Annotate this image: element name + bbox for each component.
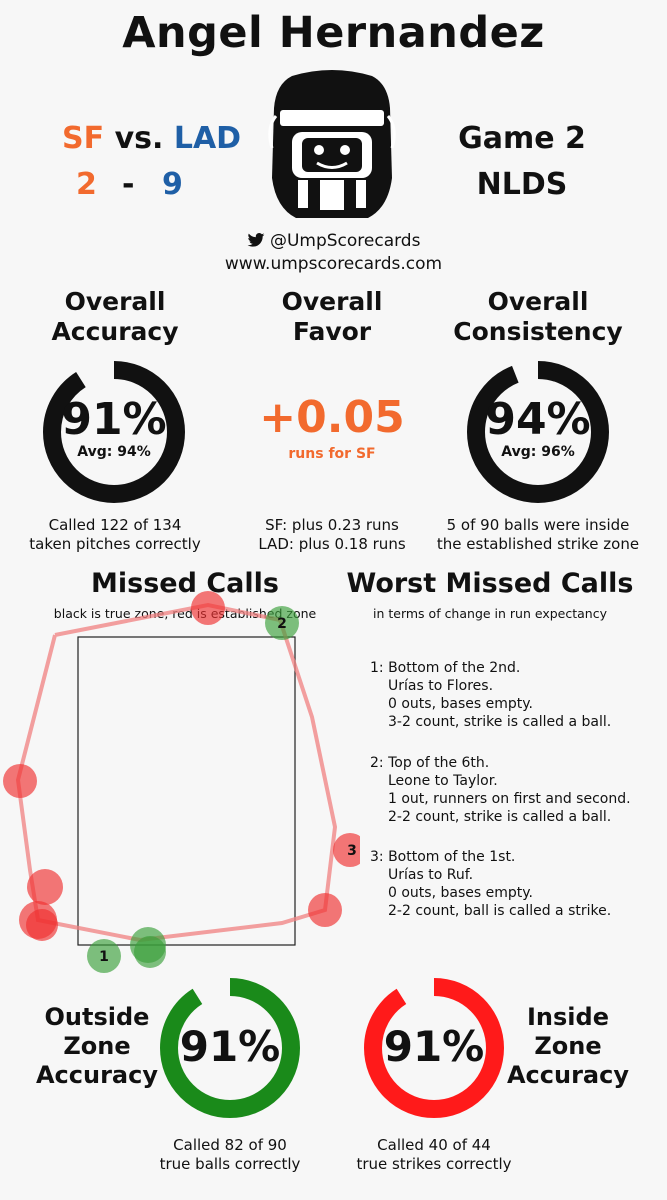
away-team: SF xyxy=(62,121,105,156)
inside-zone-ring xyxy=(364,978,504,1118)
missed-calls-subtitle: black is true zone, red is established z… xyxy=(53,606,317,621)
outside-zone-caption-line1: Called 82 of 90 xyxy=(173,1136,287,1154)
true-strike-zone xyxy=(77,636,296,946)
outside-zone-ring xyxy=(160,978,300,1118)
missed-call-marker xyxy=(191,591,225,625)
consistency-title: Overall Consistency xyxy=(438,287,638,347)
established-strike-zone xyxy=(15,602,338,943)
score-dash: - xyxy=(122,167,135,202)
website-url: www.umpscorecards.com xyxy=(224,254,443,274)
favor-caption: SF: plus 0.23 runs LAD: plus 0.18 runs xyxy=(232,516,432,554)
worst-call-2: 2: Top of the 6th. Leone to Taylor. 1 ou… xyxy=(370,754,631,826)
worst-call-1-count: 3-2 count, strike is called a ball. xyxy=(388,714,612,730)
favor-value: +0.05 xyxy=(259,392,405,443)
consistency-ring xyxy=(467,361,609,503)
favor-title-line2: Favor xyxy=(292,317,372,346)
favor-title-line1: Overall xyxy=(281,287,383,316)
missed-call-marker xyxy=(134,936,166,968)
accuracy-ring xyxy=(43,361,185,503)
missed-call-marker xyxy=(333,833,360,867)
worst-call-1-situation: 0 outs, bases empty. xyxy=(388,696,533,712)
missed-call-marker xyxy=(265,606,299,640)
worst-call-1: 1: Bottom of the 2nd. Urías to Flores. 0… xyxy=(370,659,611,731)
favor-sub: runs for SF xyxy=(288,446,376,462)
marker-label-1: 1 xyxy=(99,949,109,965)
worst-call-2-situation: 1 out, runners on first and second. xyxy=(388,791,631,807)
outside-zone-ring-arc xyxy=(160,978,300,1118)
inside-zone-caption-line1: Called 40 of 44 xyxy=(377,1136,491,1154)
consistency-title-line1: Overall xyxy=(487,287,589,316)
consistency-value: 94% xyxy=(485,394,591,445)
vs-label: vs. xyxy=(114,121,164,156)
favor-caption-line1: SF: plus 0.23 runs xyxy=(265,516,399,534)
accuracy-ring-arc xyxy=(43,361,185,503)
series-name: NLDS xyxy=(476,167,568,202)
missed-call-marker xyxy=(308,893,342,927)
inside-zone-label-line3: Accuracy xyxy=(506,1061,629,1089)
worst-call-3: 3: Bottom of the 1st. Urías to Ruf. 0 ou… xyxy=(370,848,611,920)
twitter-handle: @UmpScorecards xyxy=(269,231,421,251)
accuracy-caption-line2: taken pitches correctly xyxy=(29,535,201,553)
worst-call-2-count: 2-2 count, strike is called a ball. xyxy=(388,809,612,825)
worst-call-3-situation: 0 outs, bases empty. xyxy=(388,885,533,901)
worst-call-1-inning: 1: Bottom of the 2nd. xyxy=(370,660,521,676)
worst-call-3-count: 2-2 count, ball is called a strike. xyxy=(388,903,612,919)
home-team: LAD xyxy=(173,121,242,156)
inside-zone-value: 91% xyxy=(383,1022,485,1071)
worst-calls-subtitle: in terms of change in run expectancy xyxy=(373,606,607,621)
consistency-average: Avg: 96% xyxy=(501,444,575,460)
missed-strike-markers xyxy=(87,606,299,973)
inside-zone-label-line2: Zone xyxy=(534,1032,602,1060)
worst-call-3-inning: 3: Bottom of the 1st. xyxy=(370,849,516,865)
umpire-name: Angel Hernandez xyxy=(122,8,545,58)
worst-call-2-matchup: Leone to Taylor. xyxy=(388,773,498,789)
outside-zone-caption: Called 82 of 90 true balls correctly xyxy=(130,1136,330,1174)
missed-call-marker xyxy=(87,939,121,973)
marker-label-2: 2 xyxy=(277,616,287,632)
favor-caption-line2: LAD: plus 0.18 runs xyxy=(258,535,406,553)
accuracy-title-line1: Overall xyxy=(64,287,166,316)
accuracy-title-line2: Accuracy xyxy=(51,317,179,346)
accuracy-caption: Called 122 of 134 taken pitches correctl… xyxy=(15,516,215,554)
consistency-caption: 5 of 90 balls were inside the establishe… xyxy=(428,516,648,554)
game-number: Game 2 xyxy=(458,121,586,156)
umpire-mask-logo xyxy=(268,70,396,218)
social-handle-row: @UmpScorecards xyxy=(0,231,667,251)
consistency-caption-line1: 5 of 90 balls were inside xyxy=(446,516,630,534)
outside-zone-value: 91% xyxy=(179,1022,281,1071)
inside-zone-label-line1: Inside xyxy=(527,1003,609,1031)
missed-call-marker xyxy=(3,764,37,798)
worst-call-3-matchup: Urías to Ruf. xyxy=(388,867,474,883)
missed-call-marker xyxy=(26,909,58,941)
strike-zone-plot: 1 2 3 xyxy=(3,591,360,973)
marker-label-3: 3 xyxy=(347,843,357,859)
inside-zone-ring-arc xyxy=(364,978,504,1118)
away-score: 2 xyxy=(76,167,97,202)
inside-zone-caption: Called 40 of 44 true strikes correctly xyxy=(334,1136,534,1174)
inside-zone-caption-line2: true strikes correctly xyxy=(356,1155,512,1173)
consistency-caption-line2: the established strike zone xyxy=(436,535,640,553)
worst-calls-title: Worst Missed Calls xyxy=(346,568,634,599)
favor-title: Overall Favor xyxy=(232,287,432,347)
matchup-teams: SF vs. LAD xyxy=(62,121,241,156)
outside-zone-label: Outside Zone Accuracy xyxy=(22,1003,172,1090)
consistency-ring-arc xyxy=(467,361,609,503)
accuracy-value: 91% xyxy=(61,394,167,445)
missed-ball-markers xyxy=(3,591,360,941)
accuracy-average: Avg: 94% xyxy=(77,444,151,460)
worst-call-1-matchup: Urías to Flores. xyxy=(388,678,494,694)
accuracy-title: Overall Accuracy xyxy=(15,287,215,347)
worst-call-2-inning: 2: Top of the 6th. xyxy=(370,755,490,771)
home-score: 9 xyxy=(162,167,183,202)
consistency-title-line2: Consistency xyxy=(453,317,623,346)
outside-zone-label-line3: Accuracy xyxy=(35,1061,158,1089)
missed-calls-title: Missed Calls xyxy=(91,568,279,599)
outside-zone-caption-line2: true balls correctly xyxy=(159,1155,301,1173)
outside-zone-label-line1: Outside xyxy=(44,1003,150,1031)
missed-call-marker xyxy=(27,869,63,905)
inside-zone-label: Inside Zone Accuracy xyxy=(493,1003,643,1090)
outside-zone-label-line2: Zone xyxy=(63,1032,131,1060)
twitter-icon xyxy=(247,233,264,247)
accuracy-caption-line1: Called 122 of 134 xyxy=(48,516,182,534)
